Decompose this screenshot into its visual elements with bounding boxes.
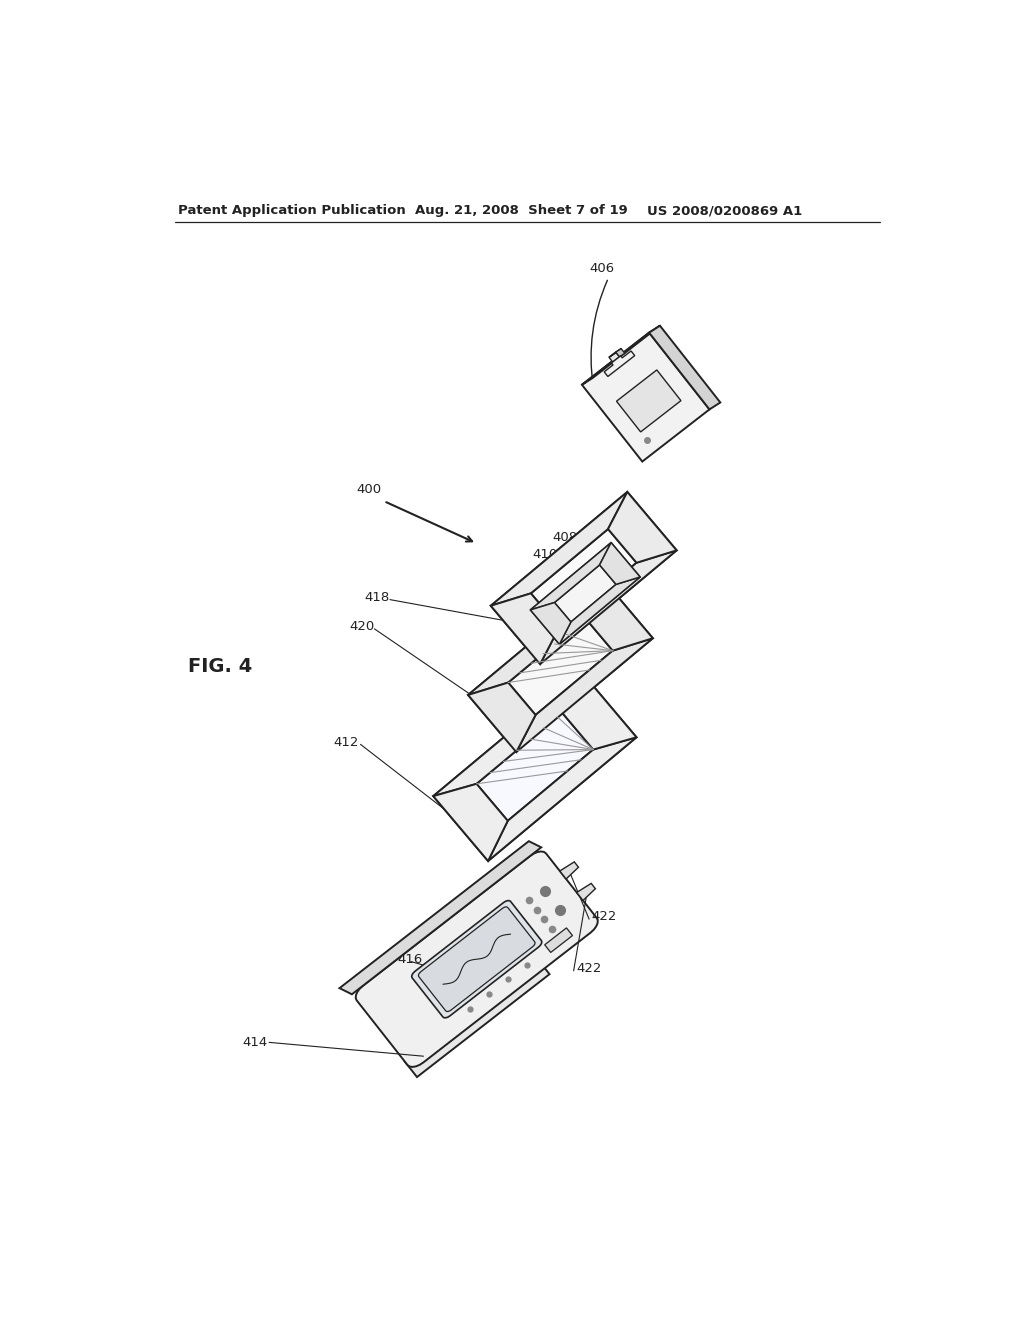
Polygon shape xyxy=(404,958,550,1077)
Polygon shape xyxy=(582,333,710,462)
Polygon shape xyxy=(468,682,536,752)
Polygon shape xyxy=(490,492,677,664)
Polygon shape xyxy=(560,862,579,879)
Text: 414: 414 xyxy=(243,1036,268,1049)
Text: 418: 418 xyxy=(365,591,389,603)
Polygon shape xyxy=(530,543,640,644)
Polygon shape xyxy=(609,348,622,358)
Text: Patent Application Publication: Patent Application Publication xyxy=(178,205,407,218)
Polygon shape xyxy=(554,565,616,622)
Text: 406: 406 xyxy=(589,261,614,275)
Polygon shape xyxy=(530,602,571,644)
Polygon shape xyxy=(530,543,611,610)
Polygon shape xyxy=(419,907,536,1011)
Polygon shape xyxy=(616,370,681,432)
Text: 416: 416 xyxy=(397,953,423,966)
Text: FIG. 4: FIG. 4 xyxy=(188,657,253,676)
Polygon shape xyxy=(468,581,653,752)
Polygon shape xyxy=(609,352,620,362)
Text: 410: 410 xyxy=(532,548,558,561)
Polygon shape xyxy=(582,326,659,385)
Text: 422: 422 xyxy=(592,911,616,924)
Polygon shape xyxy=(615,348,625,356)
Polygon shape xyxy=(490,492,628,606)
Polygon shape xyxy=(508,618,612,715)
Polygon shape xyxy=(604,351,635,376)
Polygon shape xyxy=(530,529,637,627)
Polygon shape xyxy=(586,581,653,651)
Polygon shape xyxy=(433,672,637,861)
Polygon shape xyxy=(649,326,720,409)
Polygon shape xyxy=(488,738,637,861)
Polygon shape xyxy=(433,672,582,796)
Text: 422: 422 xyxy=(575,962,601,975)
Polygon shape xyxy=(608,492,677,562)
Polygon shape xyxy=(490,594,559,664)
Polygon shape xyxy=(540,550,677,664)
Polygon shape xyxy=(562,672,637,750)
Polygon shape xyxy=(600,543,640,585)
Polygon shape xyxy=(559,577,640,644)
Polygon shape xyxy=(476,713,593,821)
Polygon shape xyxy=(577,883,595,900)
Text: 400: 400 xyxy=(356,483,382,496)
Polygon shape xyxy=(468,581,604,694)
Polygon shape xyxy=(433,784,508,861)
Polygon shape xyxy=(355,851,598,1067)
Text: Aug. 21, 2008  Sheet 7 of 19: Aug. 21, 2008 Sheet 7 of 19 xyxy=(415,205,628,218)
Polygon shape xyxy=(412,900,542,1018)
Text: 408: 408 xyxy=(553,531,578,544)
Text: 420: 420 xyxy=(349,620,374,634)
Polygon shape xyxy=(545,928,572,953)
Polygon shape xyxy=(516,639,653,752)
Polygon shape xyxy=(340,841,542,994)
Text: US 2008/0200869 A1: US 2008/0200869 A1 xyxy=(647,205,803,218)
Text: 412: 412 xyxy=(334,735,358,748)
